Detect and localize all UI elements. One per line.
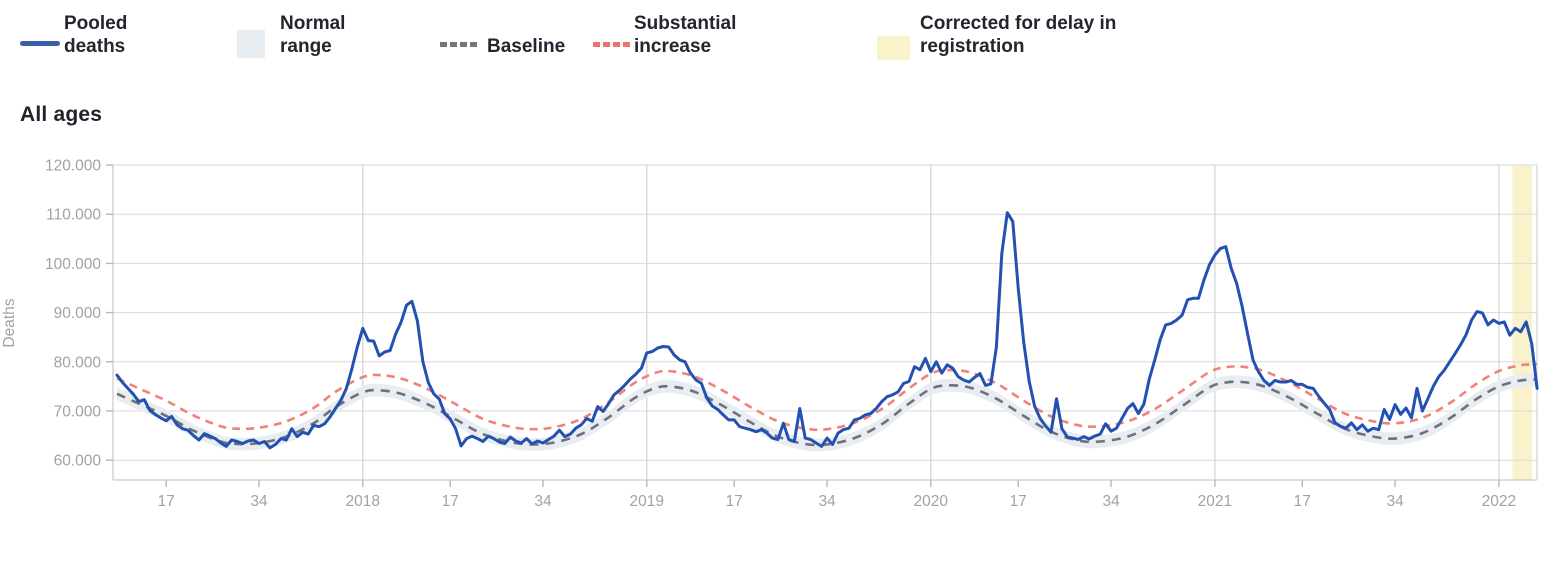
x-tick-label: 2021 [1198, 493, 1232, 510]
corrected-region-band [1512, 165, 1533, 480]
legend-label-substantial-increase: Substantial increase [634, 13, 737, 57]
x-tick-label: 17 [726, 493, 743, 510]
legend-label-corrected-registration: Corrected for delay in registration [920, 13, 1117, 57]
x-tick-label: 17 [442, 493, 459, 510]
pooled-deaths-line [115, 211, 1539, 450]
legend-swatch-normal-range [237, 30, 265, 58]
x-tick-label: 2019 [630, 493, 664, 510]
x-tick-label: 34 [1102, 493, 1120, 510]
baseline-line [116, 378, 1538, 447]
x-tick-label: 34 [250, 493, 268, 510]
x-tick-label: 34 [534, 493, 552, 510]
x-tick-label: 2018 [346, 493, 380, 510]
y-tick-label: 80.000 [54, 354, 102, 371]
legend-label-normal-range: Normal range [280, 13, 346, 57]
y-tick-label: 60.000 [54, 453, 102, 470]
x-tick-label: 34 [818, 493, 836, 510]
page-title: All ages [20, 103, 103, 126]
y-tick-label: 100.000 [45, 256, 101, 273]
y-tick-label: 90.000 [54, 305, 102, 322]
normal-range-band [117, 373, 1538, 452]
chart-legend: Pooled deaths Normal range Baseline Substanti… [0, 0, 1543, 95]
legend-label-pooled-deaths: Pooled deaths [64, 13, 128, 57]
legend-swatch-pooled-deaths [20, 41, 60, 46]
x-tick-label: 17 [1010, 493, 1027, 510]
x-tick-label: 2020 [914, 493, 949, 510]
legend-label-baseline: Baseline [487, 36, 566, 57]
legend-swatch-baseline [440, 42, 477, 47]
legend-swatch-corrected-registration [877, 36, 910, 60]
x-tick-label: 17 [158, 493, 175, 510]
y-tick-label: 70.000 [54, 404, 102, 421]
x-tick-label: 34 [1386, 493, 1404, 510]
legend-swatch-substantial-increase [593, 42, 630, 47]
x-tick-label: 2022 [1482, 493, 1516, 510]
y-tick-label: 110.000 [46, 207, 101, 224]
y-tick-label: 120.000 [45, 158, 101, 175]
y-axis-label: Deaths [1, 298, 18, 347]
mortality-chart: 120.000 110.000 100.000 90.000 80.000 70.000 6… [1, 158, 1539, 510]
x-tick-label: 17 [1294, 493, 1311, 510]
substantial-increase-line [116, 363, 1538, 432]
